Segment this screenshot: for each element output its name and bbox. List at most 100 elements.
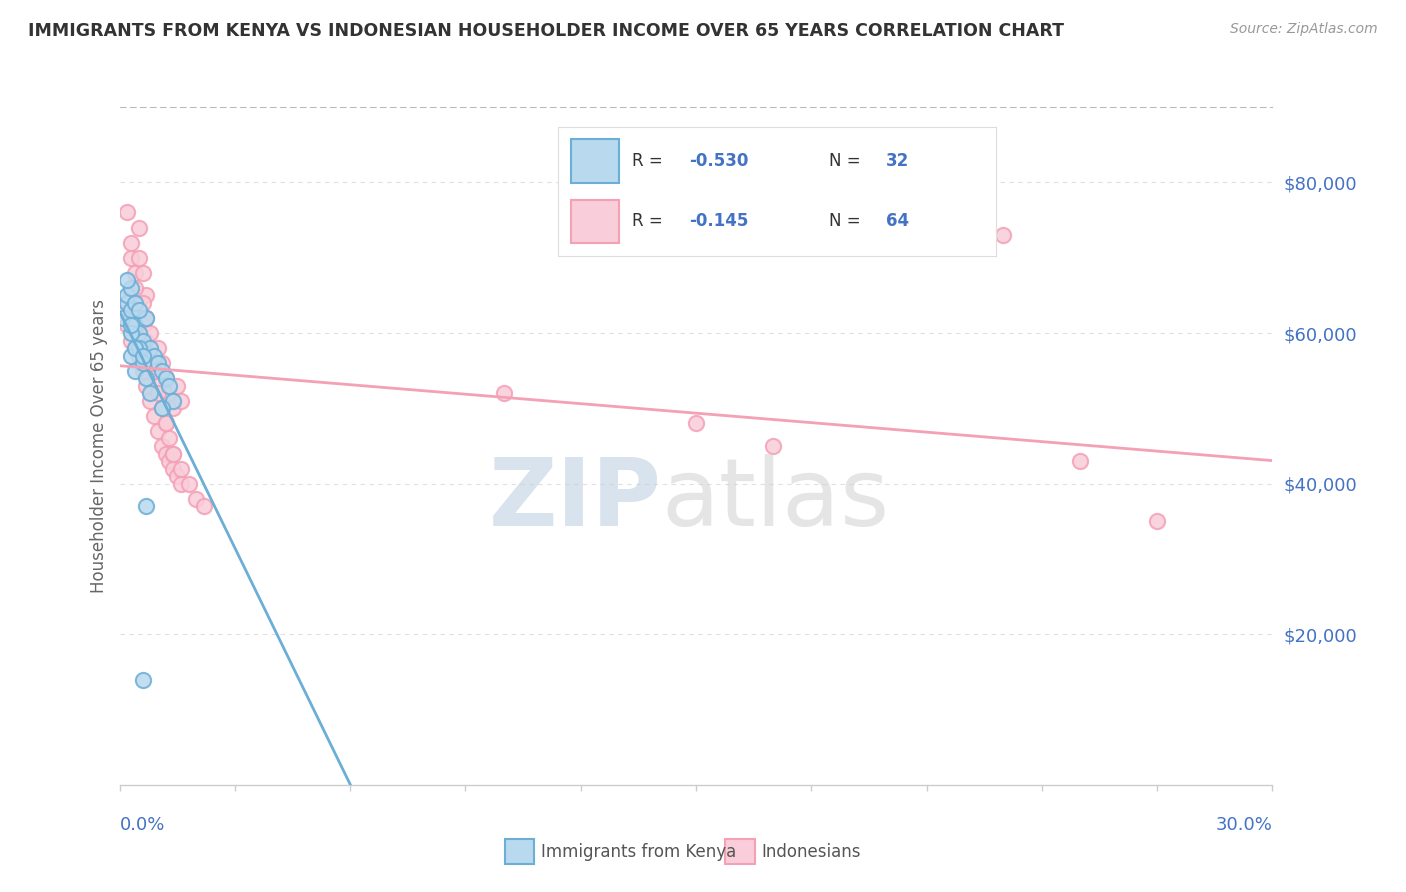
FancyBboxPatch shape (571, 139, 619, 183)
Point (492, 386, 515, 401)
Point (131, 334, 153, 348)
Point (131, 673, 153, 687)
Point (124, 281, 146, 295)
Point (139, 356, 162, 370)
Point (150, 439, 173, 453)
Point (139, 341, 162, 355)
Point (146, 356, 169, 370)
Point (112, 310, 135, 325)
Point (166, 469, 188, 483)
Point (159, 432, 181, 446)
Point (155, 371, 177, 385)
Text: 32: 32 (886, 152, 910, 169)
Point (150, 356, 173, 370)
Point (139, 393, 162, 408)
Point (166, 378, 188, 392)
Point (128, 303, 150, 318)
Point (128, 349, 150, 363)
Point (124, 341, 146, 355)
Point (128, 326, 150, 340)
Text: R =: R = (633, 212, 668, 230)
Point (155, 417, 177, 431)
Point (146, 386, 169, 401)
Point (186, 491, 208, 506)
Point (159, 454, 181, 468)
Text: -0.145: -0.145 (689, 212, 748, 230)
Y-axis label: Householder Income Over 65 years: Householder Income Over 65 years (90, 299, 108, 593)
Point (139, 326, 162, 340)
Point (135, 500, 157, 514)
Point (120, 318, 142, 333)
Point (124, 364, 146, 378)
Point (131, 266, 153, 280)
Text: N =: N = (830, 212, 866, 230)
Point (131, 318, 153, 333)
Point (120, 334, 142, 348)
Point (170, 476, 193, 491)
Point (124, 296, 146, 310)
Text: 0.0%: 0.0% (120, 816, 165, 834)
Point (162, 461, 184, 475)
Point (124, 318, 146, 333)
Point (131, 296, 153, 310)
Text: Immigrants from Kenya: Immigrants from Kenya (541, 843, 737, 861)
Text: Indonesians: Indonesians (762, 843, 860, 861)
Point (139, 349, 162, 363)
Point (159, 378, 181, 392)
Point (115, 288, 138, 302)
FancyBboxPatch shape (505, 839, 534, 864)
Point (128, 251, 150, 265)
Point (146, 424, 169, 438)
Point (162, 393, 184, 408)
Point (115, 318, 138, 333)
Point (135, 378, 157, 392)
Point (120, 251, 142, 265)
FancyBboxPatch shape (725, 839, 755, 864)
Point (993, 228, 1015, 243)
Point (685, 417, 707, 431)
Point (112, 303, 135, 318)
Point (120, 288, 142, 302)
Point (135, 310, 157, 325)
Text: N =: N = (830, 152, 866, 169)
Point (124, 310, 146, 325)
Point (128, 341, 150, 355)
Point (124, 266, 146, 280)
Point (143, 349, 166, 363)
Point (120, 349, 142, 363)
Point (146, 341, 169, 355)
Point (155, 417, 177, 431)
Point (193, 500, 215, 514)
Point (150, 401, 173, 416)
Point (177, 476, 200, 491)
Point (135, 371, 157, 385)
Text: ZIP: ZIP (488, 454, 661, 546)
Point (115, 205, 138, 219)
Point (170, 393, 193, 408)
FancyBboxPatch shape (571, 200, 619, 244)
Point (128, 303, 150, 318)
Point (135, 288, 157, 302)
Point (150, 364, 173, 378)
Point (162, 446, 184, 460)
Point (131, 356, 153, 370)
Text: -0.530: -0.530 (689, 152, 748, 169)
Point (1146, 514, 1168, 528)
Point (162, 446, 184, 460)
Point (170, 461, 193, 475)
Point (155, 371, 177, 385)
Text: 64: 64 (886, 212, 910, 230)
Text: R =: R = (633, 152, 668, 169)
Point (124, 341, 146, 355)
Point (139, 386, 162, 401)
Text: 30.0%: 30.0% (1216, 816, 1272, 834)
Point (150, 401, 173, 416)
Point (155, 446, 177, 460)
Point (1069, 454, 1091, 468)
Point (115, 273, 138, 287)
Point (131, 349, 153, 363)
Point (143, 356, 166, 370)
Point (131, 341, 153, 355)
Point (135, 310, 157, 325)
Point (143, 409, 166, 423)
